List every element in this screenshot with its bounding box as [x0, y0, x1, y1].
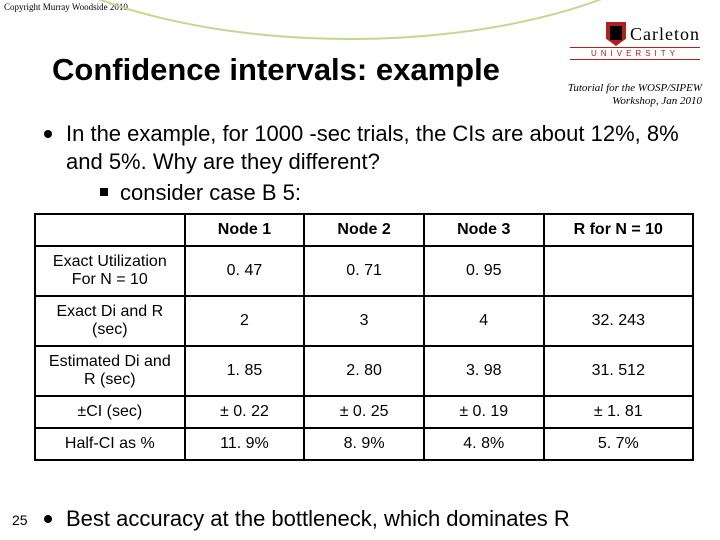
table-header-cell: Node 2 — [304, 214, 424, 246]
logo-name: Carleton — [630, 24, 700, 45]
table-cell — [544, 246, 693, 296]
table-cell: 0. 95 — [424, 246, 544, 296]
table-cell: 1. 85 — [185, 346, 305, 396]
page-number: 25 — [12, 512, 28, 528]
sub-bullet-1: consider case B 5: — [100, 179, 700, 207]
table-cell: 8. 9% — [304, 428, 424, 460]
table-body: Exact Utilization For N = 100. 470. 710.… — [35, 246, 693, 460]
bullet-2: Best accuracy at the bottleneck, which d… — [44, 505, 700, 533]
table-row: Exact Di and R (sec)23432. 243 — [35, 296, 693, 346]
table-cell: ± 1. 81 — [544, 396, 693, 428]
content-area: In the example, for 1000 -sec trials, th… — [30, 120, 700, 461]
table-cell: 4 — [424, 296, 544, 346]
table-cell: 11. 9% — [185, 428, 305, 460]
table-cell: 32. 243 — [544, 296, 693, 346]
row-label-cell: ±CI (sec) — [35, 396, 185, 428]
bullet-dot-icon — [44, 130, 52, 138]
sub-bullet-1-text: consider case B 5: — [120, 179, 301, 207]
slide-subtitle: Tutorial for the WOSP/SIPEWWorkshop, Jan… — [568, 82, 702, 108]
table-row: Estimated Di and R (sec)1. 852. 803. 983… — [35, 346, 693, 396]
row-label-cell: Exact Utilization For N = 10 — [35, 246, 185, 296]
table-header-cell: R for N = 10 — [544, 214, 693, 246]
slide-title: Confidence intervals: example — [52, 52, 500, 88]
row-label-cell: Estimated Di and R (sec) — [35, 346, 185, 396]
logo-subtext: UNIVERSITY — [570, 47, 700, 60]
table-header-cell — [35, 214, 185, 246]
university-logo: Carleton UNIVERSITY — [570, 22, 700, 60]
table-cell: ± 0. 25 — [304, 396, 424, 428]
table-cell: ± 0. 19 — [424, 396, 544, 428]
table-cell: 4. 8% — [424, 428, 544, 460]
shield-icon — [606, 22, 626, 46]
bullet-square-icon — [100, 188, 108, 196]
data-table: Node 1Node 2Node 3R for N = 10 Exact Uti… — [34, 213, 694, 461]
bullet-1: In the example, for 1000 -sec trials, th… — [30, 120, 700, 175]
row-label-cell: Exact Di and R (sec) — [35, 296, 185, 346]
table-header-cell: Node 3 — [424, 214, 544, 246]
table-cell: 0. 47 — [185, 246, 305, 296]
table-cell: 3 — [304, 296, 424, 346]
table-cell: 3. 98 — [424, 346, 544, 396]
bullet-dot-icon — [44, 515, 52, 523]
copyright-text: Copyright Murray Woodside 2010 — [4, 2, 128, 12]
table-cell: 2. 80 — [304, 346, 424, 396]
table-row: Exact Utilization For N = 100. 470. 710.… — [35, 246, 693, 296]
table-cell: 31. 512 — [544, 346, 693, 396]
bullet-2-text: Best accuracy at the bottleneck, which d… — [66, 505, 570, 533]
table-header-cell: Node 1 — [185, 214, 305, 246]
table-header-row: Node 1Node 2Node 3R for N = 10 — [35, 214, 693, 246]
table-cell: 0. 71 — [304, 246, 424, 296]
table-row: ±CI (sec)± 0. 22± 0. 25± 0. 19± 1. 81 — [35, 396, 693, 428]
table-cell: ± 0. 22 — [185, 396, 305, 428]
bullet-1-text: In the example, for 1000 -sec trials, th… — [66, 120, 700, 175]
table-row: Half-CI as %11. 9%8. 9%4. 8%5. 7% — [35, 428, 693, 460]
table-cell: 2 — [185, 296, 305, 346]
table-cell: 5. 7% — [544, 428, 693, 460]
row-label-cell: Half-CI as % — [35, 428, 185, 460]
